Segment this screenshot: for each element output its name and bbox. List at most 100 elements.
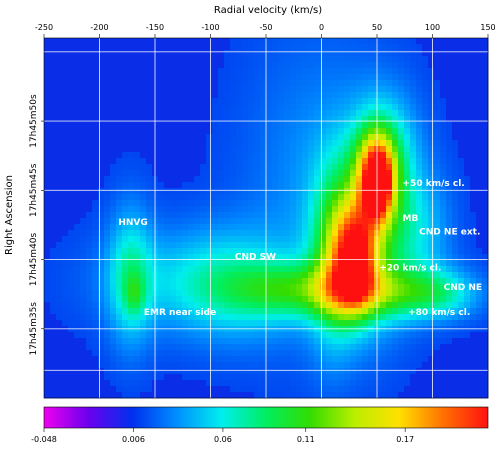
heatmap-cell — [386, 380, 393, 387]
heatmap-cell — [170, 164, 177, 171]
heatmap-cell — [476, 44, 483, 51]
heatmap-cell — [104, 386, 111, 393]
heatmap-cell — [128, 350, 135, 357]
heatmap-cell — [92, 278, 99, 285]
heatmap-cell — [212, 146, 219, 153]
heatmap-cell — [194, 104, 201, 111]
heatmap-cell — [212, 194, 219, 201]
heatmap-cell — [446, 170, 453, 177]
heatmap-cell — [86, 110, 93, 117]
heatmap-cell — [386, 362, 393, 369]
heatmap-cell — [194, 152, 201, 159]
heatmap-cell — [74, 380, 81, 387]
heatmap-cell — [350, 278, 357, 285]
heatmap-cell — [476, 68, 483, 75]
feature-label: HNVG — [118, 218, 147, 228]
heatmap-cell — [206, 368, 213, 375]
heatmap-cell — [332, 344, 339, 351]
heatmap-cell — [44, 182, 51, 189]
heatmap-cell — [314, 278, 321, 285]
heatmap-cell — [266, 86, 273, 93]
heatmap-cell — [278, 266, 285, 273]
heatmap-cell — [302, 200, 309, 207]
heatmap-cell — [452, 152, 459, 159]
heatmap-cell — [398, 86, 405, 93]
heatmap-cell — [356, 386, 363, 393]
heatmap-cell — [158, 98, 165, 105]
heatmap-cell — [368, 128, 375, 135]
heatmap-cell — [62, 194, 69, 201]
heatmap-cell — [254, 194, 261, 201]
heatmap-cell — [224, 278, 231, 285]
heatmap-cell — [170, 224, 177, 231]
heatmap-cell — [68, 152, 75, 159]
heatmap-cell — [260, 182, 267, 189]
heatmap-cell — [116, 164, 123, 171]
heatmap-cell — [422, 206, 429, 213]
heatmap-cell — [164, 140, 171, 147]
heatmap-cell — [260, 74, 267, 81]
heatmap-cell — [134, 140, 141, 147]
heatmap-cell — [254, 140, 261, 147]
heatmap-cell — [278, 188, 285, 195]
heatmap-cell — [80, 188, 87, 195]
heatmap-cell — [464, 302, 471, 309]
heatmap-cell — [362, 290, 369, 297]
heatmap-cell — [368, 134, 375, 141]
heatmap-cell — [380, 290, 387, 297]
heatmap-cell — [122, 344, 129, 351]
heatmap-cell — [404, 164, 411, 171]
heatmap-cell — [254, 332, 261, 339]
heatmap-cell — [302, 242, 309, 249]
heatmap-cell — [140, 176, 147, 183]
heatmap-cell — [242, 212, 249, 219]
heatmap-cell — [158, 56, 165, 63]
heatmap-cell — [254, 350, 261, 357]
heatmap-cell — [284, 266, 291, 273]
heatmap-cell — [200, 284, 207, 291]
heatmap-cell — [332, 212, 339, 219]
heatmap-cell — [134, 344, 141, 351]
heatmap-cell — [320, 230, 327, 237]
heatmap-cell — [398, 350, 405, 357]
heatmap-cell — [398, 248, 405, 255]
heatmap-cell — [272, 50, 279, 57]
heatmap-cell — [362, 152, 369, 159]
heatmap-cell — [338, 38, 345, 45]
heatmap-cell — [62, 98, 69, 105]
heatmap-cell — [170, 56, 177, 63]
heatmap-cell — [308, 392, 315, 399]
heatmap-cell — [464, 290, 471, 297]
heatmap-cell — [182, 212, 189, 219]
heatmap-cell — [386, 212, 393, 219]
heatmap-cell — [68, 308, 75, 315]
heatmap-cell — [338, 236, 345, 243]
heatmap-cell — [344, 176, 351, 183]
heatmap-cell — [110, 236, 117, 243]
heatmap-cell — [416, 200, 423, 207]
heatmap-cell — [290, 44, 297, 51]
heatmap-cell — [458, 266, 465, 273]
heatmap-cell — [422, 248, 429, 255]
heatmap-cell — [416, 176, 423, 183]
heatmap-cell — [170, 176, 177, 183]
heatmap-cell — [398, 68, 405, 75]
heatmap-cell — [164, 134, 171, 141]
heatmap-cell — [320, 170, 327, 177]
heatmap-cell — [68, 182, 75, 189]
heatmap-cell — [188, 320, 195, 327]
heatmap-cell — [188, 188, 195, 195]
heatmap-cell — [356, 50, 363, 57]
heatmap-cell — [44, 140, 51, 147]
heatmap-cell — [134, 320, 141, 327]
heatmap-cell — [356, 62, 363, 69]
heatmap-cell — [260, 134, 267, 141]
heatmap-cell — [182, 308, 189, 315]
heatmap-cell — [416, 392, 423, 399]
heatmap-cell — [206, 98, 213, 105]
heatmap-cell — [68, 278, 75, 285]
heatmap-cell — [56, 62, 63, 69]
heatmap-cell — [308, 380, 315, 387]
heatmap-cell — [242, 290, 249, 297]
heatmap-cell — [146, 272, 153, 279]
